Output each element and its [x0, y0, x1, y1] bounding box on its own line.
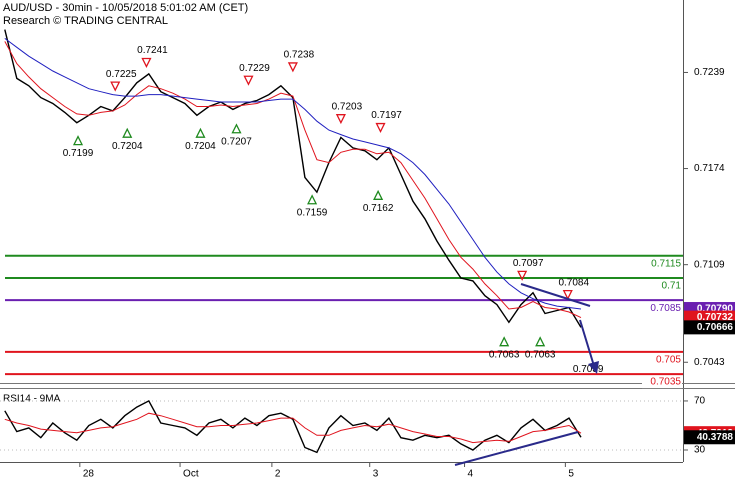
- level-label: 0.705: [656, 355, 681, 366]
- pivot-label: 0.7207: [221, 136, 252, 147]
- pivot-label: 0.7241: [137, 45, 168, 56]
- pivot-label: 0.7084: [558, 277, 589, 288]
- x-tick-label: 4: [468, 469, 474, 480]
- y-tick-label: 30: [694, 445, 706, 456]
- chart-subtitle: Research © TRADING CENTRAL: [3, 15, 168, 27]
- pivot-label: 0.7238: [284, 50, 315, 61]
- pivot-label: 0.7159: [297, 207, 328, 218]
- pivot-high-marker: [517, 270, 528, 281]
- x-tick-label: 2: [275, 469, 281, 480]
- pivot-label: 0.7162: [363, 203, 394, 214]
- pivot-label: 0.7229: [239, 63, 270, 74]
- pivot-low-marker: [499, 336, 510, 347]
- series-line: [4, 37, 582, 310]
- level-label-bg: [642, 279, 682, 292]
- y-tick-label: 0.7239: [694, 67, 725, 78]
- x-tick-label: 3: [373, 469, 379, 480]
- pivot-high-marker: [335, 114, 346, 125]
- level-label-bg: [642, 257, 682, 270]
- x-tick-label: 5: [568, 469, 574, 480]
- trendline: [520, 283, 591, 307]
- pivot-label: 0.7063: [525, 349, 556, 360]
- pivot-high-marker: [287, 62, 298, 73]
- pivot-low-marker: [373, 189, 384, 200]
- pivot-low-marker: [72, 135, 84, 146]
- series-line: [4, 399, 582, 454]
- series-line: [4, 412, 582, 444]
- series-line: [4, 41, 582, 319]
- projection-arrow: [579, 319, 595, 367]
- pivot-label: 0.7204: [112, 141, 143, 152]
- pivot-high-marker: [110, 81, 121, 92]
- pivot-low-marker: [195, 127, 206, 138]
- target-label: 0.7039: [573, 364, 604, 375]
- level-label: 0.7035: [650, 377, 681, 388]
- level-label-bg: [642, 376, 682, 389]
- rsi-trendline: [454, 431, 579, 466]
- arrow-head: [588, 361, 599, 374]
- level-label-bg: [642, 353, 682, 366]
- pivot-low-marker: [231, 123, 242, 134]
- chart-title: AUD/USD - 30min - 10/05/2018 5:01:02 AM …: [3, 2, 248, 14]
- pivot-high-marker: [375, 122, 386, 134]
- level-label: 0.7085: [650, 303, 681, 314]
- value-tag: [684, 430, 735, 445]
- pivot-label: 0.7225: [106, 69, 137, 80]
- pivot-label: 0.7199: [63, 148, 94, 159]
- plot-layer: 0.7239 0.7174 0.7109 0.7043 0.7115 0.71 0.7085…: [0, 29, 735, 480]
- y-tick-label: 0.7043: [694, 357, 725, 368]
- price-tag-label: 0.70666: [697, 322, 734, 333]
- pivot-label: 0.7063: [489, 349, 520, 360]
- level-label: 0.71: [662, 281, 682, 292]
- pivot-low-marker: [535, 336, 546, 347]
- y-tick-label: 70: [694, 396, 706, 407]
- price-tag-label: 0.70790: [697, 304, 734, 315]
- trendlines: [454, 283, 599, 466]
- y-tick-label: 0.7109: [694, 259, 725, 270]
- value-tag-label: 40.3788: [697, 432, 734, 443]
- pivot-label: 0.7197: [371, 110, 402, 121]
- x-tick-label: 28: [83, 469, 95, 480]
- pivot-low-marker: [307, 194, 318, 205]
- pivot-label: 0.7203: [332, 101, 363, 112]
- level-label: 0.7115: [651, 258, 681, 269]
- pivot-low-marker: [122, 127, 133, 138]
- pivot-label: 0.7097: [513, 258, 544, 269]
- x-tick-label: Oct: [183, 469, 199, 480]
- price-tag: [684, 320, 735, 335]
- level-label-bg: [642, 302, 682, 315]
- pivot-high-marker: [243, 75, 254, 86]
- y-tick-label: 0.7174: [694, 163, 725, 174]
- pivot-high-marker: [141, 57, 152, 68]
- rsi-title: RSI14 - 9MA: [3, 394, 61, 405]
- pivot-label: 0.7204: [185, 141, 216, 152]
- price-tag-label: 0.70732: [697, 312, 734, 323]
- pivot-high-marker: [562, 289, 573, 301]
